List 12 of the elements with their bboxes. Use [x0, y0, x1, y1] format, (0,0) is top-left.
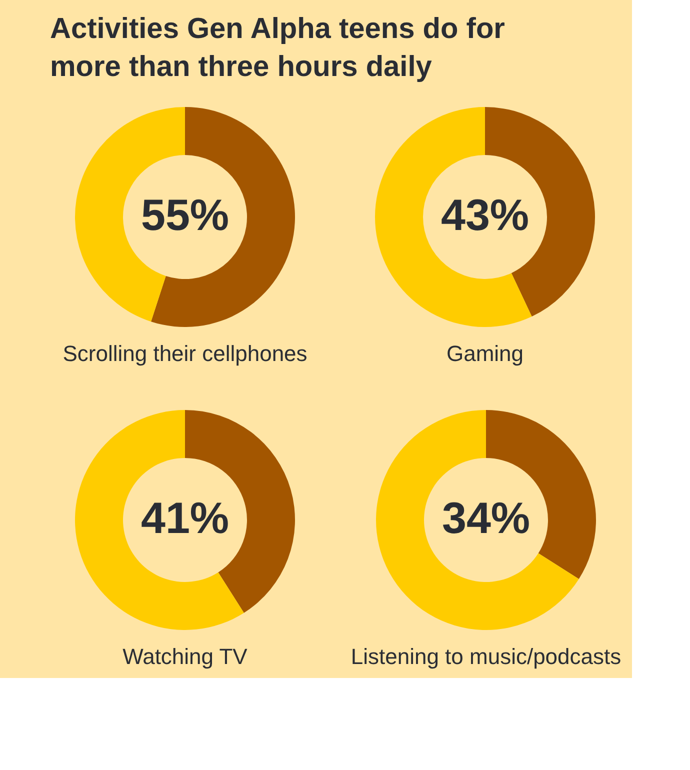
- data-label: 41%: [140, 494, 230, 543]
- data-label: 43%: [440, 191, 530, 240]
- text: Watching TV: [122, 644, 248, 669]
- text: Listening to music/podcasts: [350, 644, 622, 669]
- data-label: 34%: [442, 494, 530, 543]
- chart-title: Activities Gen Alpha teens do for more than three hours daily: [50, 13, 505, 83]
- text: Gaming: [446, 341, 524, 366]
- donut-slice: [75, 410, 244, 630]
- text: Scrolling their cellphones: [62, 341, 308, 366]
- donut-slice: [375, 107, 532, 327]
- data-label: 55%: [140, 191, 230, 240]
- donut-slice: [376, 410, 579, 630]
